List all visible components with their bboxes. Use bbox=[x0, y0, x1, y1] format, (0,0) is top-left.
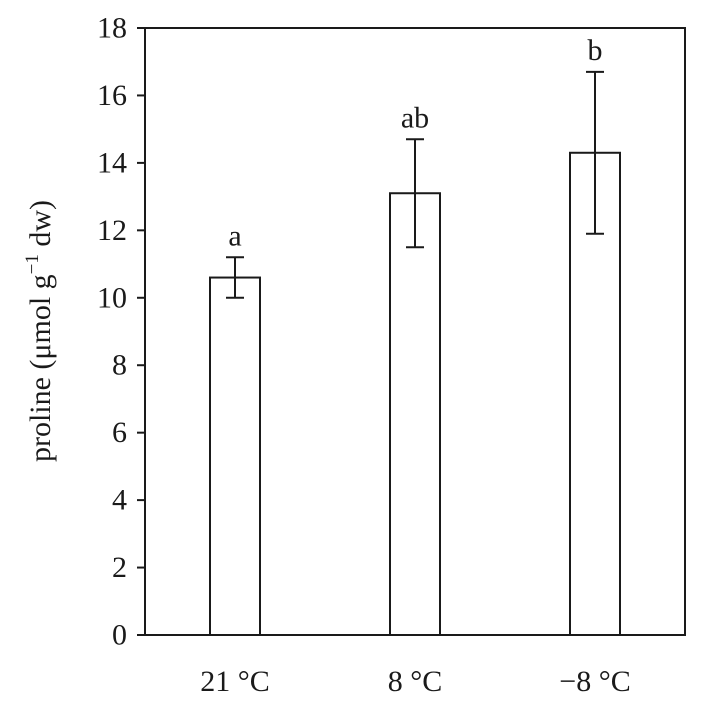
y-tick-label: 8 bbox=[112, 349, 127, 382]
y-tick-label: 12 bbox=[97, 214, 127, 247]
y-tick-label: 14 bbox=[97, 146, 127, 179]
y-tick-label: 18 bbox=[97, 12, 127, 45]
bar bbox=[209, 276, 261, 636]
y-axis-title-superscript: −1 bbox=[22, 254, 43, 274]
significance-label: b bbox=[588, 34, 603, 67]
x-tick-label: −8 °C bbox=[559, 665, 630, 698]
error-bars bbox=[226, 70, 604, 299]
y-tick-label: 4 bbox=[112, 484, 127, 517]
y-axis-title-main: proline (μmol g bbox=[24, 274, 57, 462]
y-tick-label: 0 bbox=[112, 619, 127, 652]
bars bbox=[209, 151, 621, 636]
y-axis-title: proline (μmol g−1 dw) bbox=[22, 200, 57, 462]
significance-labels: a ab b bbox=[228, 34, 602, 252]
x-tick-label: 8 °C bbox=[388, 665, 443, 698]
significance-label: ab bbox=[401, 101, 429, 134]
y-tick-label: 16 bbox=[97, 79, 127, 112]
significance-label: a bbox=[228, 219, 241, 252]
bar bbox=[389, 192, 441, 636]
y-tick-label: 2 bbox=[112, 551, 127, 584]
y-axis-ticks: 0 2 4 6 8 10 12 14 16 18 bbox=[97, 12, 145, 652]
y-tick-label: 10 bbox=[97, 281, 127, 314]
y-tick-label: 6 bbox=[112, 416, 127, 449]
x-axis-ticks: 21 °C 8 °C −8 °C bbox=[200, 665, 630, 698]
x-tick-label: 21 °C bbox=[200, 665, 270, 698]
y-axis-title-suffix: dw) bbox=[24, 200, 57, 254]
